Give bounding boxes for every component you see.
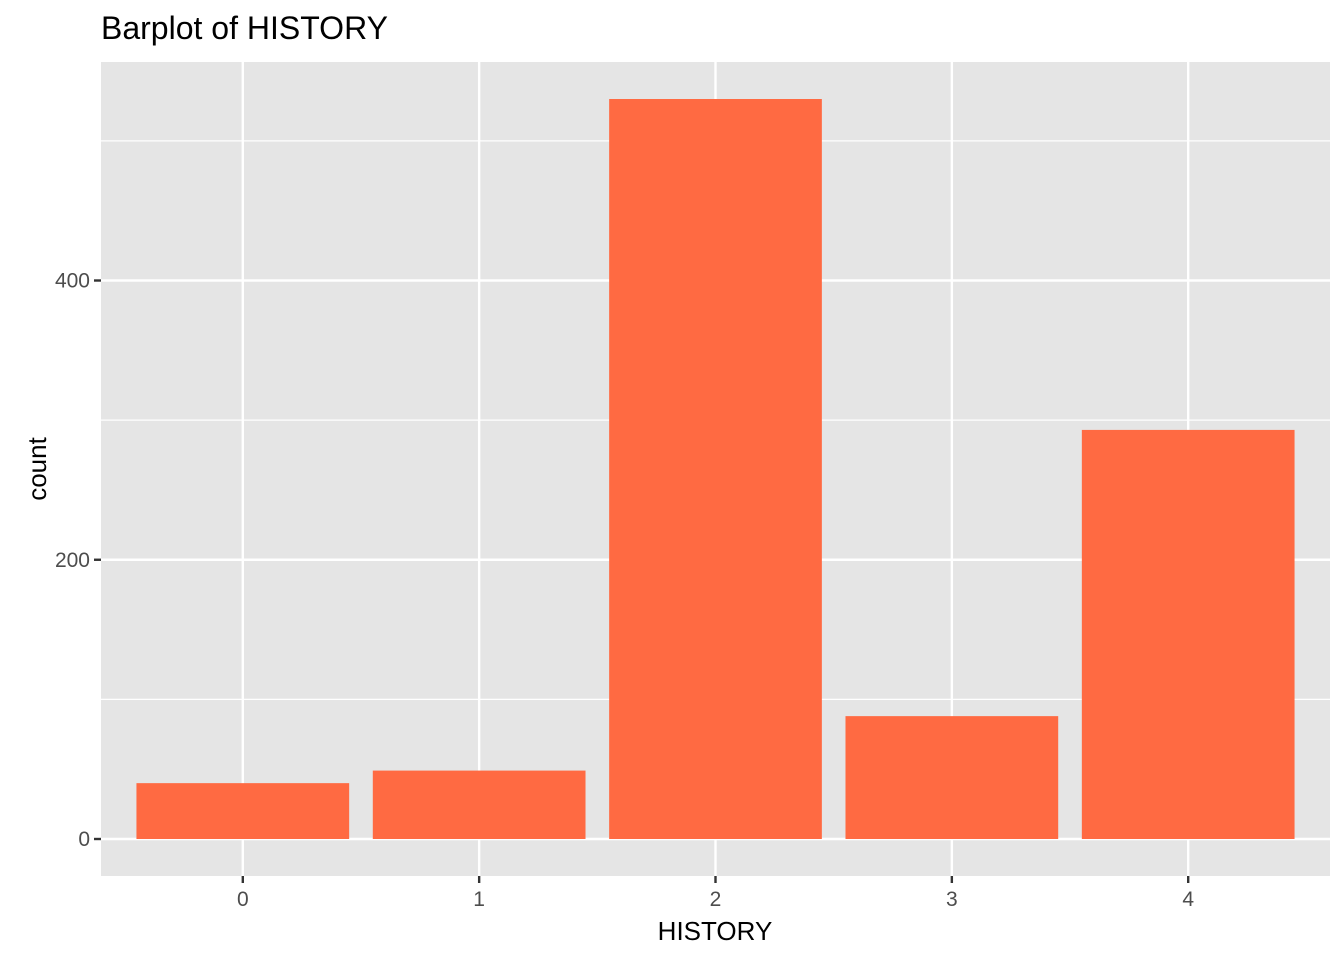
y-tick-label: 200	[55, 549, 90, 572]
bars	[136, 99, 1295, 839]
y-axis-title: count	[22, 436, 52, 500]
bar-3	[845, 716, 1059, 839]
x-axis: 0 1 2 3 4	[237, 876, 1194, 911]
bar-2	[609, 99, 822, 839]
x-tick-label: 0	[237, 888, 249, 911]
bar-1	[372, 770, 586, 839]
y-tick-label: 400	[55, 270, 90, 293]
x-tick-label: 2	[710, 888, 722, 911]
bar-0	[136, 783, 350, 839]
x-tick-label: 4	[1182, 888, 1194, 911]
x-tick-label: 3	[946, 888, 958, 911]
x-tick-label: 1	[473, 888, 485, 911]
chart-title: Barplot of HISTORY	[101, 10, 388, 46]
y-axis: 0 200 400	[55, 270, 101, 851]
y-tick-label: 0	[78, 828, 90, 851]
x-axis-title: HISTORY	[658, 916, 773, 946]
bar-4	[1081, 429, 1295, 839]
